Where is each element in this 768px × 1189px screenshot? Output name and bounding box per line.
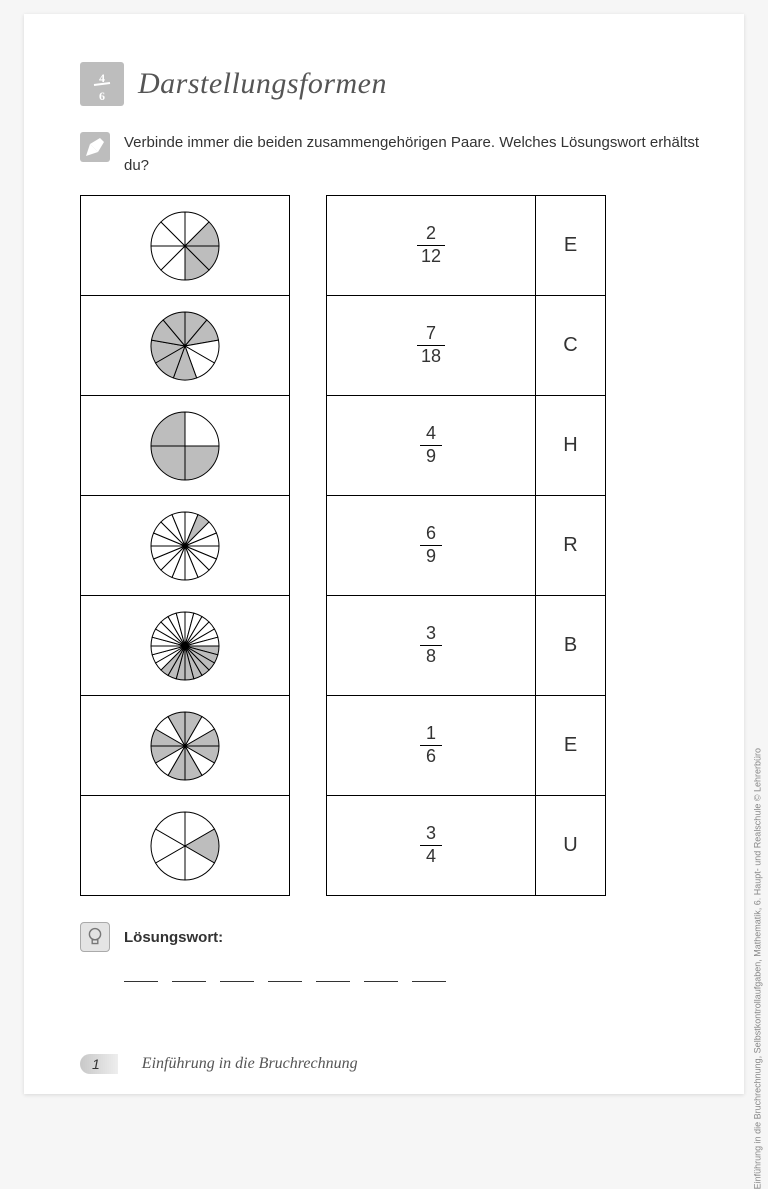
fraction-dice-icon: 4 6 (80, 62, 124, 106)
solution-label: Lösungswort: (124, 929, 223, 946)
denominator: 4 (422, 846, 440, 867)
numerator: 6 (422, 524, 440, 545)
page-number: 1 (80, 1054, 118, 1074)
answer-blank[interactable] (316, 962, 350, 982)
denominator: 12 (417, 246, 445, 267)
solution-row: Lösungswort: (80, 922, 708, 952)
letter-cell: H (535, 396, 605, 495)
pie-cell[interactable] (81, 196, 289, 296)
numerator: 3 (422, 824, 440, 845)
answer-blank[interactable] (268, 962, 302, 982)
fraction-display: 3 4 (327, 796, 535, 895)
letter-cell: C (535, 296, 605, 395)
fraction-cell[interactable]: 3 4 U (327, 796, 605, 896)
numerator: 4 (422, 424, 440, 445)
fraction-display: 1 6 (327, 696, 535, 795)
letter-cell: B (535, 596, 605, 695)
lightbulb-icon (80, 922, 110, 952)
numerator: 1 (422, 724, 440, 745)
page-title: Darstellungsformen (138, 67, 387, 101)
letter-cell: R (535, 496, 605, 595)
fraction-display: 6 9 (327, 496, 535, 595)
denominator: 18 (417, 346, 445, 367)
matching-columns: 2 12 E 7 18 C 4 9 H 6 9 (80, 195, 708, 896)
fraction-cell[interactable]: 4 9 H (327, 396, 605, 496)
worksheet-page: 4 6 Darstellungsformen Verbinde immer di… (24, 14, 744, 1094)
answer-blank[interactable] (172, 962, 206, 982)
pie-cell[interactable] (81, 396, 289, 496)
solution-blanks (124, 962, 708, 982)
denominator: 9 (422, 546, 440, 567)
answer-blank[interactable] (220, 962, 254, 982)
denominator: 9 (422, 446, 440, 467)
fraction-display: 7 18 (327, 296, 535, 395)
numerator: 3 (422, 624, 440, 645)
pie-cell[interactable] (81, 696, 289, 796)
header: 4 6 Darstellungsformen (80, 62, 708, 106)
footer-title: Einführung in die Bruchrechnung (142, 1055, 358, 1073)
answer-blank[interactable] (124, 962, 158, 982)
fraction-cell[interactable]: 3 8 B (327, 596, 605, 696)
task: Verbinde immer die beiden zusammengehöri… (80, 132, 708, 177)
numerator: 2 (422, 224, 440, 245)
fraction-cell[interactable]: 6 9 R (327, 496, 605, 596)
denominator: 8 (422, 646, 440, 667)
pie-cell[interactable] (81, 796, 289, 896)
fraction-display: 3 8 (327, 596, 535, 695)
letter-cell: U (535, 796, 605, 895)
pie-cell[interactable] (81, 496, 289, 596)
copyright-text: Einführung in die Bruchrechnung, Selbstk… (752, 748, 762, 1189)
footer: 1 Einführung in die Bruchrechnung (80, 1054, 358, 1074)
fraction-display: 4 9 (327, 396, 535, 495)
pie-cell[interactable] (81, 596, 289, 696)
task-text: Verbinde immer die beiden zusammengehöri… (124, 132, 708, 177)
fraction-cell[interactable]: 7 18 C (327, 296, 605, 396)
denominator: 6 (422, 746, 440, 767)
numerator: 7 (422, 324, 440, 345)
fraction-display: 2 12 (327, 196, 535, 295)
fraction-cell[interactable]: 1 6 E (327, 696, 605, 796)
letter-cell: E (535, 196, 605, 295)
letter-cell: E (535, 696, 605, 795)
svg-text:6: 6 (99, 89, 105, 103)
pie-column (80, 195, 290, 896)
pie-cell[interactable] (81, 296, 289, 396)
answer-blank[interactable] (412, 962, 446, 982)
fraction-column: 2 12 E 7 18 C 4 9 H 6 9 (326, 195, 606, 896)
pencil-icon (80, 132, 110, 162)
answer-blank[interactable] (364, 962, 398, 982)
fraction-cell[interactable]: 2 12 E (327, 196, 605, 296)
